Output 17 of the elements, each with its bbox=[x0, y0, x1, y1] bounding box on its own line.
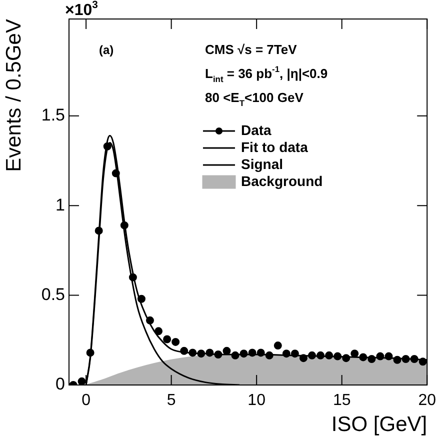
y-tick-label: 1 bbox=[56, 195, 65, 214]
y-tick-label: 1.5 bbox=[41, 106, 65, 125]
legend-label: Background bbox=[241, 172, 323, 189]
legend-label: Signal bbox=[241, 156, 284, 172]
x-tick-label: 10 bbox=[248, 392, 266, 410]
x-tick-label: 0 bbox=[82, 392, 91, 410]
annotation: CMS √s = 7TeV bbox=[205, 42, 298, 57]
annotation: (a) bbox=[99, 43, 114, 57]
y-axis-title: Events / 0.5GeV bbox=[2, 19, 26, 172]
x-tick-label: 5 bbox=[166, 392, 176, 410]
y-tick-label: 0 bbox=[56, 374, 65, 394]
x-tick-label: 15 bbox=[332, 392, 351, 410]
legend-label: Fit to data bbox=[241, 138, 308, 155]
x-tick-label: 20 bbox=[418, 392, 436, 410]
legend-label: Data bbox=[241, 122, 272, 138]
x-axis-title: ISO [GeV] bbox=[331, 413, 428, 436]
y-tick-label: 0.5 bbox=[41, 284, 65, 304]
